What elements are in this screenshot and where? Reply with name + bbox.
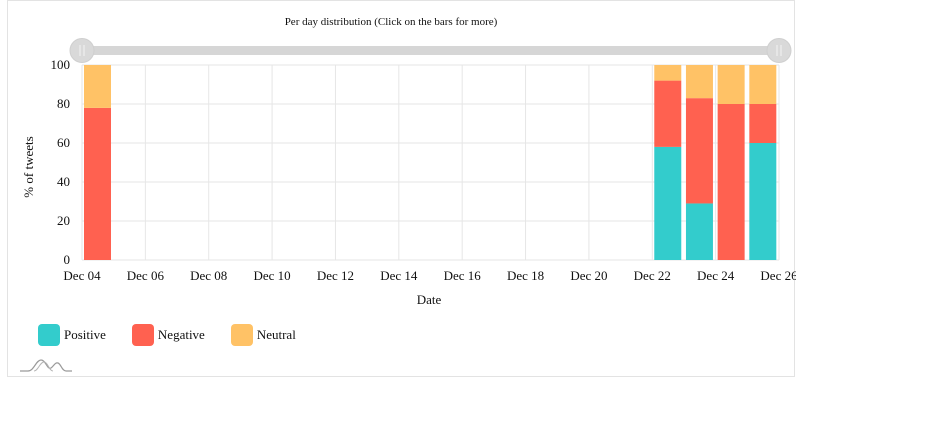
bars[interactable] (84, 65, 777, 261)
grid (81, 64, 780, 261)
legend-label-positive: Positive (64, 327, 106, 342)
range-slider[interactable] (69, 38, 792, 63)
range-slider-right-handle[interactable] (766, 38, 792, 63)
legend: Positive Negative Neutral (38, 324, 322, 346)
legend-label-neutral: Neutral (256, 327, 296, 342)
bar-neutral[interactable] (685, 65, 713, 99)
bar-neutral[interactable] (749, 65, 777, 104)
x-tick-label: Dec 16 (444, 268, 482, 283)
y-axis-title: % of tweets (21, 136, 36, 197)
chart-card: Per day distribution (Click on the bars … (7, 0, 796, 377)
y-tick-label: 80 (57, 96, 70, 111)
x-tick-label: Dec 04 (63, 268, 101, 283)
bar-neutral[interactable] (654, 65, 682, 81)
x-tick-label: Dec 08 (190, 268, 227, 283)
bar-negative[interactable] (685, 98, 713, 204)
bar-neutral[interactable] (84, 65, 111, 108)
legend-item-neutral[interactable]: Neutral (230, 324, 296, 346)
legend-swatch-negative (131, 324, 154, 346)
x-tick-label: Dec 06 (127, 268, 165, 283)
bar-negative[interactable] (717, 104, 745, 260)
legend-item-positive[interactable]: Positive (38, 324, 106, 346)
x-tick-label: Dec 24 (697, 268, 735, 283)
y-tick-label: 40 (57, 174, 70, 189)
y-tick-label: 20 (57, 213, 70, 228)
legend-swatch-positive (38, 324, 60, 346)
bar-positive[interactable] (654, 146, 682, 260)
chart-title: Per day distribution (Click on the bars … (285, 16, 498, 28)
bar-neutral[interactable] (717, 65, 745, 104)
range-slider-left-handle[interactable] (69, 38, 95, 63)
chart-logo-icon (20, 359, 72, 372)
x-axis-ticks: Dec 04 Dec 06 Dec 08 Dec 10 Dec 12 Dec 14 Dec … (63, 268, 796, 283)
x-tick-label: Dec 14 (380, 268, 418, 283)
bar-negative[interactable] (654, 80, 682, 147)
y-axis-ticks: 0 20 40 60 80 100 (51, 57, 71, 267)
range-slider-track[interactable] (82, 46, 779, 55)
legend-label-negative: Negative (157, 327, 205, 342)
y-tick-label: 60 (57, 135, 70, 150)
chart-svg: Per day distribution (Click on the bars … (21, 16, 796, 307)
x-tick-label: Dec 26 (760, 268, 796, 283)
x-axis-title: Date (417, 292, 442, 307)
y-tick-label: 0 (64, 252, 71, 267)
bar-negative[interactable] (84, 107, 111, 261)
bar-negative[interactable] (749, 104, 777, 143)
x-tick-label: Dec 22 (634, 268, 671, 283)
x-tick-label: Dec 20 (570, 268, 607, 283)
bar-positive[interactable] (749, 143, 777, 260)
bar-positive[interactable] (685, 203, 713, 260)
y-tick-label: 100 (51, 57, 71, 72)
x-tick-label: Dec 12 (317, 268, 354, 283)
legend-item-negative[interactable]: Negative (131, 324, 205, 346)
x-tick-label: Dec 18 (507, 268, 544, 283)
x-tick-label: Dec 10 (253, 268, 290, 283)
legend-swatch-neutral (230, 324, 253, 346)
